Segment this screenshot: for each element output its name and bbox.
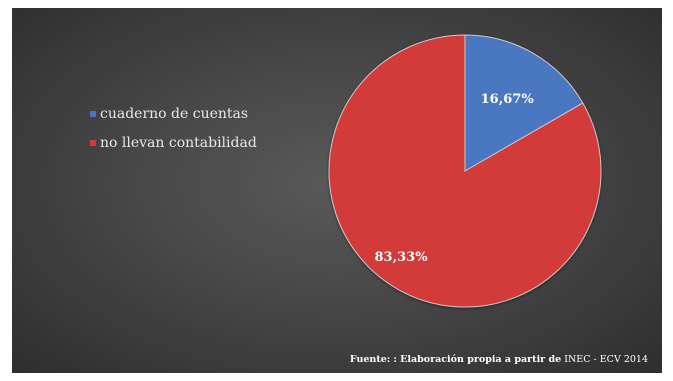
- chart-area: cuaderno de cuentas no llevan contabilid…: [12, 8, 662, 373]
- source-label: Fuente:: [349, 354, 391, 365]
- data-label-no-llevan: 83,33%: [374, 250, 428, 265]
- source-note: Fuente: : Elaboración propia a partir de…: [350, 354, 648, 365]
- legend-item-cuaderno: cuaderno de cuentas: [90, 104, 257, 124]
- source-origin: INEC - ECV 2014: [564, 354, 648, 365]
- legend-item-no-llevan: no llevan contabilidad: [90, 133, 257, 153]
- data-label-cuaderno: 16,67%: [481, 92, 535, 107]
- source-detail: : Elaboración propia a partir de: [393, 354, 562, 365]
- pie-slice-cuaderno: [464, 34, 584, 172]
- legend-label-cuaderno: cuaderno de cuentas: [100, 106, 249, 122]
- legend-swatch-no-llevan: [90, 140, 96, 146]
- pie-slice-no-llevan: [328, 34, 602, 308]
- chart-legend: cuaderno de cuentas no llevan contabilid…: [90, 104, 257, 162]
- legend-label-no-llevan: no llevan contabilidad: [100, 135, 257, 151]
- legend-swatch-cuaderno: [90, 111, 96, 117]
- pie-chart: 16,67% 83,33%: [328, 34, 602, 308]
